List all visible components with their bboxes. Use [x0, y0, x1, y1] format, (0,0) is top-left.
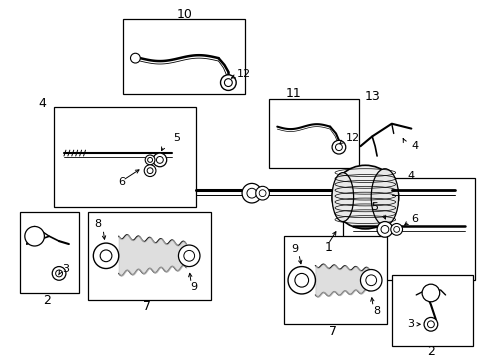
Circle shape — [365, 275, 376, 285]
Circle shape — [147, 157, 152, 162]
Bar — [122, 19, 244, 94]
Circle shape — [259, 190, 265, 197]
Text: 6: 6 — [118, 177, 124, 188]
Circle shape — [393, 226, 399, 232]
Text: 9: 9 — [291, 244, 298, 254]
Circle shape — [242, 183, 261, 203]
Circle shape — [145, 155, 155, 165]
Text: 9: 9 — [190, 282, 197, 292]
Circle shape — [93, 243, 119, 269]
Circle shape — [224, 79, 232, 86]
Ellipse shape — [331, 173, 353, 221]
Circle shape — [255, 186, 269, 200]
Circle shape — [335, 144, 342, 150]
Bar — [88, 212, 210, 300]
Bar — [342, 177, 474, 280]
Circle shape — [360, 270, 381, 291]
Text: 4: 4 — [407, 171, 414, 181]
Text: 6: 6 — [410, 213, 417, 224]
Ellipse shape — [331, 165, 398, 229]
Circle shape — [427, 321, 433, 328]
Bar — [284, 236, 386, 324]
Circle shape — [153, 153, 166, 167]
Circle shape — [423, 318, 437, 331]
Bar — [20, 212, 79, 293]
Circle shape — [376, 221, 392, 237]
Text: 11: 11 — [285, 87, 301, 100]
Text: 3: 3 — [62, 265, 69, 274]
Bar — [54, 107, 196, 207]
Text: 12: 12 — [237, 69, 251, 79]
Circle shape — [287, 266, 315, 294]
Circle shape — [147, 168, 153, 174]
Text: 7: 7 — [328, 325, 336, 338]
Circle shape — [56, 270, 62, 277]
Text: 4: 4 — [410, 141, 418, 151]
Circle shape — [380, 225, 388, 233]
Text: 3: 3 — [407, 319, 413, 329]
Text: 8: 8 — [373, 306, 380, 316]
Ellipse shape — [370, 169, 398, 225]
Text: 5: 5 — [173, 133, 180, 143]
Text: 8: 8 — [95, 220, 102, 229]
Text: 4: 4 — [39, 96, 46, 110]
Text: 12: 12 — [345, 133, 359, 143]
Circle shape — [144, 165, 156, 176]
Text: 2: 2 — [426, 345, 434, 358]
Text: 13: 13 — [364, 90, 379, 103]
Circle shape — [390, 224, 402, 235]
Circle shape — [100, 250, 112, 262]
Circle shape — [421, 284, 439, 302]
Bar — [391, 275, 472, 346]
Circle shape — [156, 157, 163, 163]
Circle shape — [178, 245, 200, 266]
Text: 7: 7 — [143, 300, 151, 313]
Circle shape — [220, 75, 236, 90]
Text: 2: 2 — [43, 294, 51, 307]
Circle shape — [331, 140, 345, 154]
Bar — [269, 99, 359, 168]
Circle shape — [294, 273, 308, 287]
Text: 5: 5 — [371, 202, 378, 212]
Text: 10: 10 — [176, 8, 192, 21]
Circle shape — [246, 188, 256, 198]
Text: 1: 1 — [324, 242, 331, 255]
Circle shape — [52, 266, 66, 280]
Circle shape — [183, 251, 194, 261]
Circle shape — [130, 53, 140, 63]
Circle shape — [25, 226, 44, 246]
